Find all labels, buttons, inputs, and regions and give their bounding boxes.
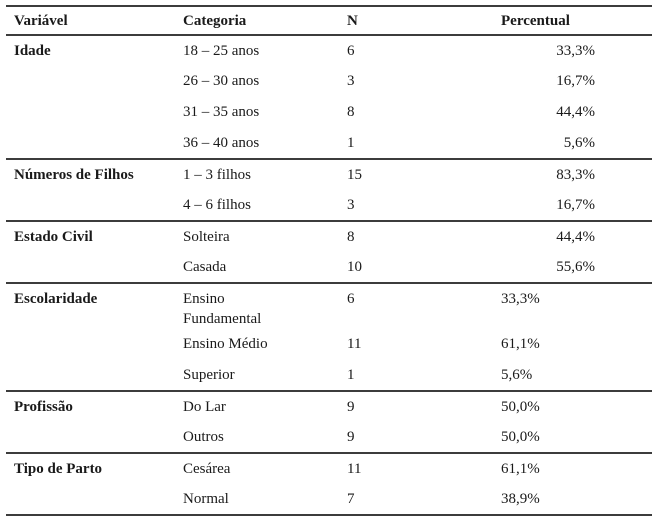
cell-n: 1 [347, 135, 355, 151]
cell-percentual: 55,6% [556, 259, 595, 275]
cell-categoria: 26 – 30 anos [183, 73, 260, 89]
cell-variavel: Idade [14, 43, 51, 59]
table-row: Casada 10 55,6% [6, 252, 652, 283]
cell-percentual: 83,3% [498, 158, 652, 190]
cell-variavel [6, 360, 181, 391]
cell-percentual: 5,6% [563, 135, 595, 151]
cell-n: 9 [346, 390, 498, 422]
column-header-n: N [346, 6, 498, 36]
cell-n: 9 [347, 429, 355, 445]
table-row: 31 – 35 anos 8 44,4% [6, 97, 652, 128]
table-row: Outros 9 50,0% [6, 422, 652, 453]
cell-variavel: Estado Civil [6, 220, 181, 252]
table-row: Profissão Do Lar 9 50,0% [6, 390, 652, 422]
cell-categoria: 31 – 35 anos [183, 104, 260, 120]
cell-n: 6 [346, 282, 498, 329]
cell-n: 15 [346, 158, 498, 190]
table-row: Idade 18 – 25 anos 6 33,3% [6, 35, 652, 66]
cell-n: 8 [347, 104, 355, 120]
demographics-table: Variável Categoria N Percentual Idade 18… [6, 5, 652, 516]
cell-variavel: Escolaridade [6, 282, 181, 329]
cell-n: 10 [347, 259, 362, 275]
cell-percentual: 33,3% [556, 43, 595, 59]
column-header-percentual: Percentual [498, 6, 652, 36]
column-header-categoria: Categoria [181, 6, 346, 36]
table-row: Normal 7 38,9% [6, 484, 652, 515]
cell-variavel [6, 252, 181, 283]
column-header-variavel: Variável [6, 6, 181, 36]
cell-variavel [6, 190, 181, 221]
cell-percentual: 61,1% [501, 336, 540, 352]
cell-variavel: Profissão [6, 390, 181, 422]
table-row: Estado Civil Solteira 8 44,4% [6, 220, 652, 252]
cell-n: 11 [347, 336, 362, 352]
cell-variavel: Tipo de Parto [6, 452, 181, 484]
cell-categoria: Outros [183, 429, 224, 445]
table-row: Números de Filhos 1 – 3 filhos 15 83,3% [6, 158, 652, 190]
cell-n: 6 [347, 43, 355, 59]
table-row: Superior 1 5,6% [6, 360, 652, 391]
cell-categoria: Casada [183, 259, 227, 275]
cell-categoria: 18 – 25 anos [183, 43, 260, 59]
cell-categoria: Superior [183, 367, 235, 383]
cell-variavel [6, 97, 181, 128]
cell-categoria: 1 – 3 filhos [181, 158, 346, 190]
cell-categoria: Ensino Médio [183, 336, 268, 352]
cell-n: 1 [347, 367, 355, 383]
cell-categoria: Do Lar [181, 390, 346, 422]
cell-categoria: Ensino Fundamental [181, 282, 346, 329]
cell-n: 3 [347, 197, 355, 213]
cell-variavel [6, 484, 181, 515]
cell-categoria: 4 – 6 filhos [183, 197, 251, 213]
cell-percentual: 50,0% [501, 429, 540, 445]
cell-variavel [6, 329, 181, 360]
cell-percentual: 5,6% [501, 367, 533, 383]
cell-percentual: 44,4% [556, 104, 595, 120]
cell-variavel [6, 422, 181, 453]
table-row: Escolaridade Ensino Fundamental 6 33,3% [6, 282, 652, 329]
table-header-row: Variável Categoria N Percentual [6, 6, 652, 36]
cell-percentual: 50,0% [498, 390, 652, 422]
table-row: 26 – 30 anos 3 16,7% [6, 66, 652, 97]
cell-n: 11 [346, 452, 498, 484]
table-row: 4 – 6 filhos 3 16,7% [6, 190, 652, 221]
cell-categoria: Cesárea [181, 452, 346, 484]
cell-percentual: 16,7% [556, 197, 595, 213]
cell-n: 7 [347, 491, 355, 507]
cell-percentual: 38,9% [501, 491, 540, 507]
cell-percentual: 61,1% [498, 452, 652, 484]
table-row: Tipo de Parto Cesárea 11 61,1% [6, 452, 652, 484]
cell-n: 8 [346, 220, 498, 252]
cell-percentual: 44,4% [498, 220, 652, 252]
table-row: Ensino Médio 11 61,1% [6, 329, 652, 360]
cell-categoria: 36 – 40 anos [183, 135, 260, 151]
table-row: 36 – 40 anos 1 5,6% [6, 128, 652, 159]
cell-percentual: 16,7% [556, 73, 595, 89]
cell-variavel [6, 128, 181, 159]
cell-percentual: 33,3% [498, 282, 652, 329]
cell-n: 3 [347, 73, 355, 89]
cell-variavel: Números de Filhos [6, 158, 181, 190]
cell-categoria: Normal [183, 491, 229, 507]
cell-categoria: Solteira [181, 220, 346, 252]
cell-variavel [6, 66, 181, 97]
